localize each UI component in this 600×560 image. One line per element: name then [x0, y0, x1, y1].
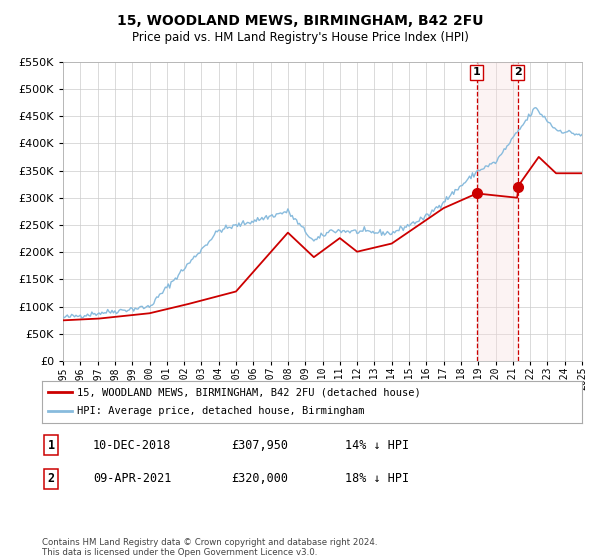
Text: 2: 2 — [514, 68, 521, 77]
Text: 10-DEC-2018: 10-DEC-2018 — [93, 438, 172, 452]
Text: Contains HM Land Registry data © Crown copyright and database right 2024.
This d: Contains HM Land Registry data © Crown c… — [42, 538, 377, 557]
Bar — [477, 62, 518, 361]
Text: 1: 1 — [473, 68, 481, 77]
Text: 09-APR-2021: 09-APR-2021 — [93, 472, 172, 486]
Text: 2: 2 — [47, 472, 55, 486]
Text: 18% ↓ HPI: 18% ↓ HPI — [345, 472, 409, 486]
Text: Price paid vs. HM Land Registry's House Price Index (HPI): Price paid vs. HM Land Registry's House … — [131, 31, 469, 44]
Text: £320,000: £320,000 — [231, 472, 288, 486]
Text: 1: 1 — [47, 438, 55, 452]
Text: HPI: Average price, detached house, Birmingham: HPI: Average price, detached house, Birm… — [77, 407, 365, 417]
Text: 14% ↓ HPI: 14% ↓ HPI — [345, 438, 409, 452]
Text: 15, WOODLAND MEWS, BIRMINGHAM, B42 2FU: 15, WOODLAND MEWS, BIRMINGHAM, B42 2FU — [117, 14, 483, 28]
Text: 15, WOODLAND MEWS, BIRMINGHAM, B42 2FU (detached house): 15, WOODLAND MEWS, BIRMINGHAM, B42 2FU (… — [77, 387, 421, 397]
Text: £307,950: £307,950 — [231, 438, 288, 452]
